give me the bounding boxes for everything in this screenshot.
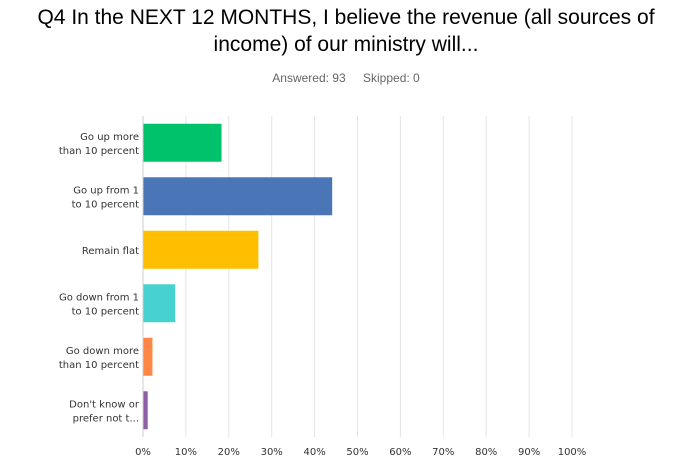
category-label: Don't know or [69,399,140,410]
bar [143,391,148,430]
x-tick-label: 40% [303,447,325,458]
x-tick-label: 80% [475,447,497,458]
bar [143,230,259,269]
x-tick-label: 60% [389,447,411,458]
x-tick-label: 90% [518,447,540,458]
x-tick-label: 20% [218,447,240,458]
response-stats: Answered: 93 Skipped: 0 [0,71,692,85]
category-label: Go up more [80,132,139,143]
x-tick-label: 10% [175,447,197,458]
bar [143,177,333,216]
answered-count: Answered: 93 [272,71,346,85]
bar [143,337,153,376]
question-title-line-1: Q4 In the NEXT 12 MONTHS, I believe the … [37,6,655,29]
question-title-line-2: income) of our ministry will... [213,33,479,56]
category-label: prefer not t... [73,413,139,424]
category-label: Go down more [66,346,139,357]
question-title: Q4 In the NEXT 12 MONTHS, I believe the … [0,4,692,58]
bar [143,123,222,162]
category-label: Go up from 1 [73,185,139,196]
x-tick-label: 100% [558,447,587,458]
x-tick-label: 30% [261,447,283,458]
category-label: Go down from 1 [59,292,139,303]
category-label: to 10 percent [72,306,140,317]
category-label: Remain flat [82,246,139,257]
category-label: than 10 percent [59,146,139,157]
category-label: than 10 percent [59,360,139,371]
category-label: to 10 percent [72,199,140,210]
bar [143,284,176,323]
x-tick-label: 0% [135,447,151,458]
x-tick-label: 50% [346,447,368,458]
skipped-count: Skipped: 0 [363,71,420,85]
x-tick-label: 70% [432,447,454,458]
